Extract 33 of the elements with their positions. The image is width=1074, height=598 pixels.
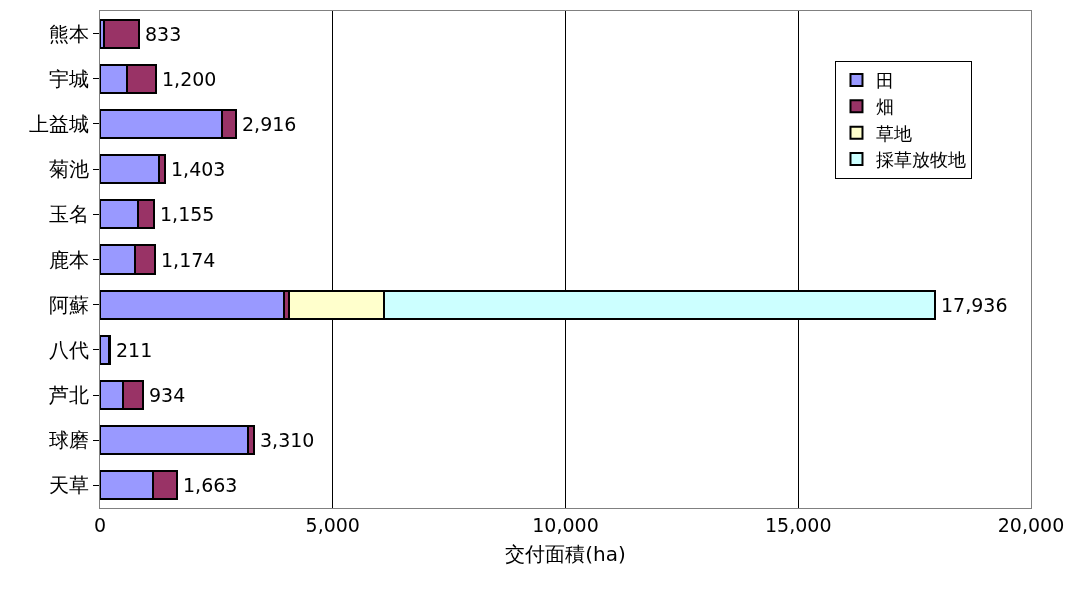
y-tick-label: 球磨	[49, 428, 89, 453]
x-tick-label: 20,000	[997, 513, 1065, 536]
y-tick-label: 熊本	[49, 21, 89, 46]
total-label: 211	[116, 339, 153, 361]
total-label: 1,200	[162, 68, 217, 90]
total-label: 17,936	[941, 294, 1008, 316]
y-tick-label: 天草	[49, 473, 89, 498]
x-tick-label: 10,000	[532, 513, 599, 536]
y-tick-label: 阿蘇	[49, 292, 89, 317]
x-tick-label: 0	[93, 513, 107, 536]
total-label: 1,403	[171, 158, 226, 180]
y-tick-label: 上益城	[29, 111, 89, 136]
legend-label: 畑	[876, 96, 895, 118]
total-label: 1,663	[183, 474, 238, 496]
y-tick-label: 宇城	[49, 66, 89, 91]
total-label: 934	[149, 384, 186, 406]
bar	[103, 18, 140, 49]
y-tick-label: 芦北	[49, 383, 89, 408]
x-axis-title: 交付面積(ha)	[505, 542, 626, 567]
total-label: 3,310	[260, 429, 315, 451]
legend-label: 田	[876, 69, 895, 91]
y-tick-label: 鹿本	[49, 247, 89, 272]
legend-label: 草地	[876, 122, 913, 144]
x-tick-label: 5,000	[305, 513, 360, 536]
y-tick-label: 玉名	[49, 202, 89, 227]
y-tick-label: 八代	[49, 337, 89, 362]
x-tick-label: 15,000	[765, 513, 832, 536]
total-label: 1,174	[161, 249, 216, 271]
legend-label: 採草放牧地	[876, 149, 967, 171]
total-label: 833	[145, 23, 182, 45]
y-tick-label: 菊池	[49, 157, 89, 182]
total-label: 2,916	[242, 113, 297, 135]
total-label: 1,155	[160, 203, 215, 225]
